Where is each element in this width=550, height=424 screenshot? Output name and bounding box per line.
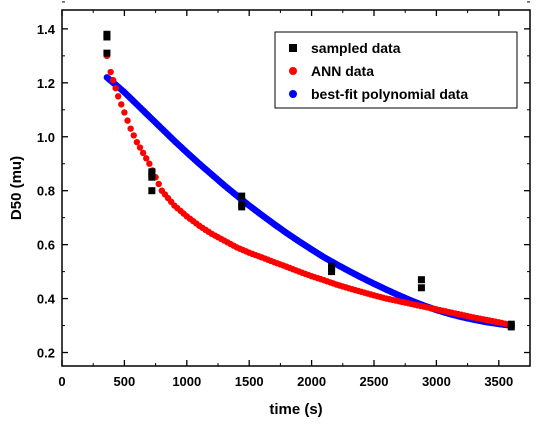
sampled-point	[148, 173, 156, 181]
legend-marker-square	[289, 44, 297, 52]
sampled-point	[417, 276, 425, 284]
ann-point	[143, 155, 150, 162]
y-axis-title: D50 (mu)	[8, 156, 25, 220]
ann-point	[127, 125, 134, 132]
sampled-point	[238, 192, 246, 200]
sampled-point	[103, 33, 111, 41]
ann-point	[133, 138, 141, 146]
sampled-point	[103, 49, 111, 57]
y-tick-label: 0.8	[37, 184, 55, 199]
sampled-point	[507, 323, 515, 331]
ann-point	[155, 180, 162, 188]
ann-point	[136, 144, 144, 151]
legend-label: ANN data	[311, 63, 374, 79]
plot-frame	[61, 9, 531, 367]
sampled-point	[328, 268, 336, 276]
ann-point	[124, 117, 131, 124]
x-tick-label: 1500	[235, 374, 264, 389]
x-tick-label: 2500	[360, 374, 389, 389]
axis-ticks: 0 500 1000 1500 2000 2500 3000 3500 0.2 0.4 0.6 0.8…	[37, 1, 530, 389]
x-tick-label: 3500	[484, 374, 513, 389]
ann-point	[139, 149, 147, 157]
y-tick-label: 0.4	[37, 292, 56, 307]
y-tick-label: 0.2	[37, 346, 55, 361]
ann-point	[146, 160, 153, 167]
sampled-point	[238, 203, 246, 211]
ann-point	[107, 68, 114, 76]
legend-item: sampled data	[289, 40, 401, 56]
legend-label: sampled data	[311, 40, 401, 56]
x-tick-label: 2000	[297, 374, 326, 389]
ann-point	[118, 101, 125, 108]
ann-point	[121, 109, 128, 116]
y-tick-label: 0.6	[37, 238, 55, 253]
data-marks	[103, 30, 515, 331]
x-axis-title: time (s)	[269, 401, 322, 418]
sampled-point	[417, 284, 425, 292]
legend-marker-circle	[289, 67, 297, 75]
x-tick-label: 500	[114, 374, 136, 389]
legend: sampled data ANN data best-fit polynomial …	[274, 31, 518, 109]
ann-point	[109, 76, 117, 84]
legend-label: best-fit polynomial data	[311, 86, 468, 102]
legend-item: ANN data	[289, 63, 374, 79]
y-tick-label: 1.2	[37, 76, 55, 91]
sampled-point	[148, 187, 156, 195]
ann-point	[114, 93, 122, 100]
x-tick-label: 0	[58, 374, 65, 389]
ann-point	[130, 132, 137, 139]
y-tick-label: 1.4	[37, 22, 56, 37]
legend-marker-circle	[289, 90, 297, 98]
x-tick-label: 3000	[422, 374, 451, 389]
legend-box	[274, 31, 518, 109]
y-tick-label: 1.0	[37, 130, 55, 145]
x-tick-label: 1000	[172, 374, 201, 389]
legend-item: best-fit polynomial data	[289, 86, 468, 102]
ann-point	[112, 85, 119, 92]
